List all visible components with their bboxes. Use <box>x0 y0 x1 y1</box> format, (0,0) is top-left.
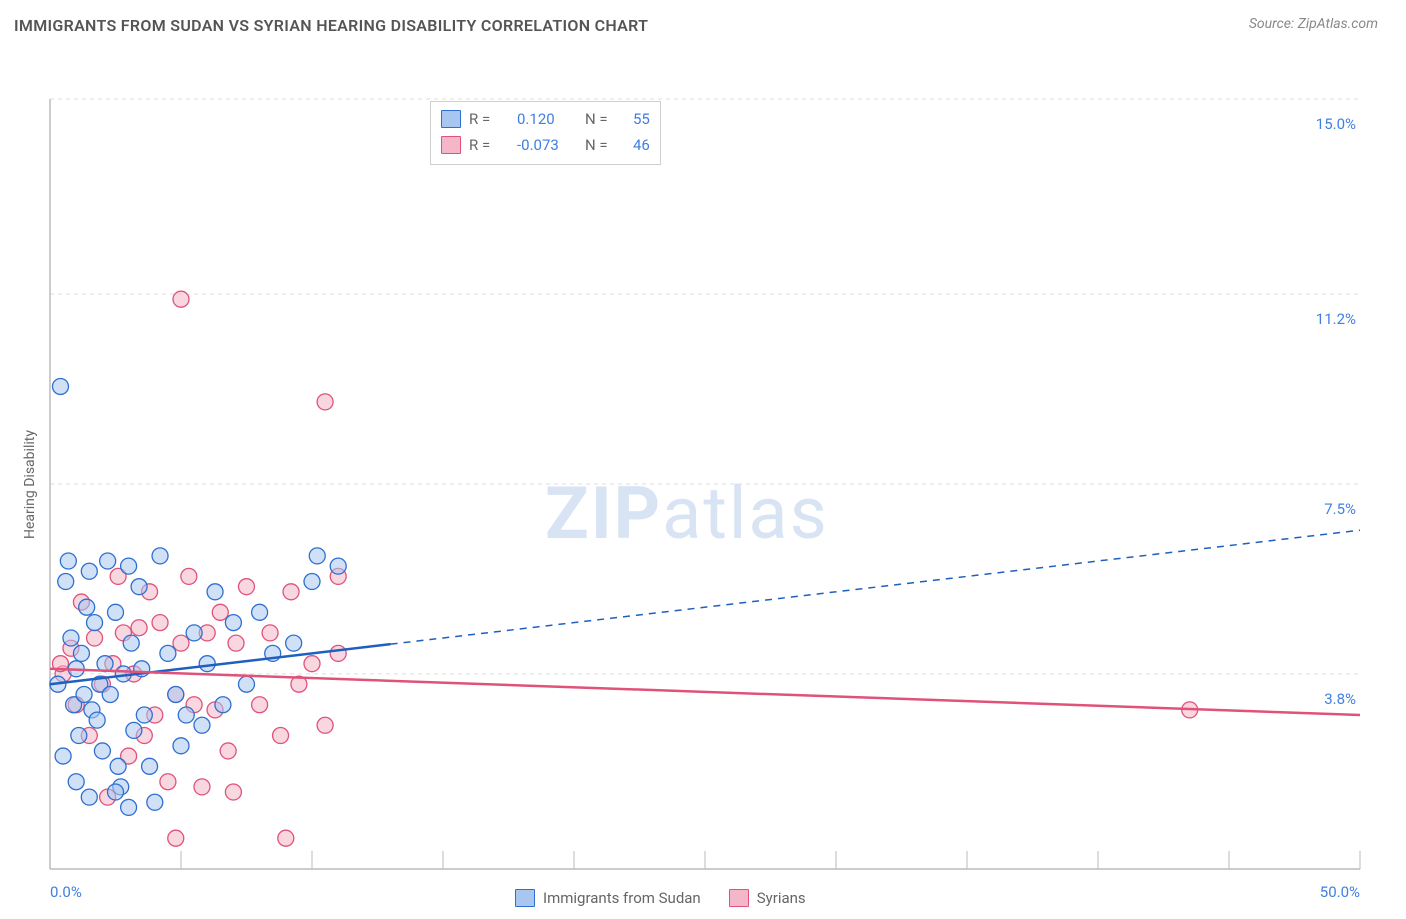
y-axis-label: Hearing Disability <box>22 430 38 539</box>
svg-text:3.8%: 3.8% <box>1324 690 1356 708</box>
r-label-sudan: R = <box>469 110 509 128</box>
legend-row-sudan: R = 0.120 N = 55 <box>441 106 650 132</box>
r-label-syrian: R = <box>469 136 509 154</box>
chart-title: IMMIGRANTS FROM SUDAN VS SYRIAN HEARING … <box>14 16 648 35</box>
n-value-sudan: 55 <box>633 110 650 128</box>
n-label-syrian: N = <box>585 136 625 154</box>
swatch-sudan <box>441 110 461 128</box>
source-name: ZipAtlas.com <box>1298 16 1378 32</box>
n-value-syrian: 46 <box>633 136 650 154</box>
svg-text:7.5%: 7.5% <box>1324 500 1356 518</box>
swatch-syrian <box>441 136 461 154</box>
n-label-sudan: N = <box>585 110 625 128</box>
r-value-syrian: -0.073 <box>517 136 577 154</box>
r-value-sudan: 0.120 <box>517 110 577 128</box>
correlation-legend: R = 0.120 N = 55 R = -0.073 N = 46 <box>430 101 661 165</box>
svg-text:15.0%: 15.0% <box>1316 115 1356 133</box>
source-prefix: Source: <box>1249 16 1298 32</box>
svg-text:11.2%: 11.2% <box>1316 310 1356 328</box>
chart-header: IMMIGRANTS FROM SUDAN VS SYRIAN HEARING … <box>0 0 1406 41</box>
scatter-plot-svg: 3.8% 7.5% 11.2% 15.0% 0.0% 50.0% <box>0 41 1400 919</box>
source-attribution: Source: ZipAtlas.com <box>1249 16 1378 32</box>
chart-area: Hearing Disability 3.8% 7.5% 11.2% 15.0% 0.0… <box>0 41 1406 919</box>
svg-text:0.0%: 0.0% <box>50 883 82 901</box>
legend-row-syrian: R = -0.073 N = 46 <box>441 132 650 158</box>
svg-text:50.0%: 50.0% <box>1320 883 1360 901</box>
